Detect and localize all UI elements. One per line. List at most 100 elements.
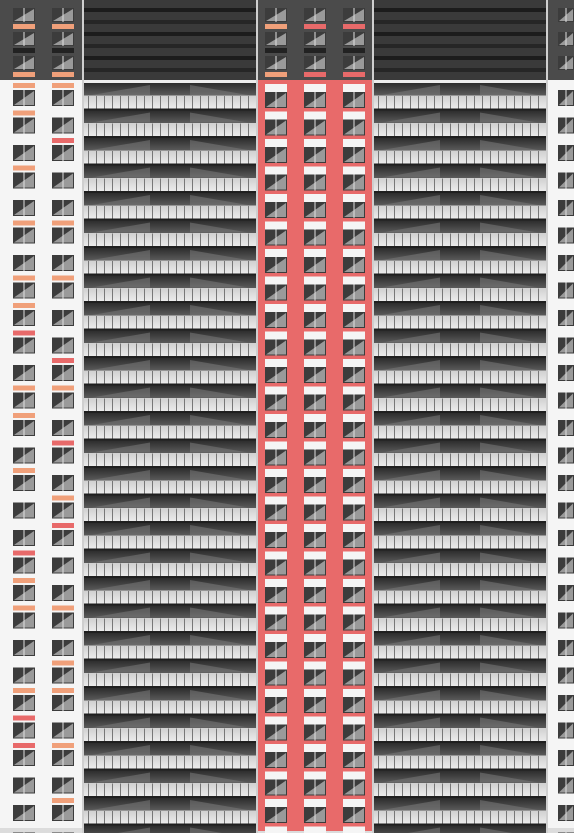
- mullion: [386, 646, 387, 659]
- mullion: [240, 646, 241, 659]
- mullion: [88, 178, 89, 191]
- mullion: [402, 618, 403, 631]
- core-white-gap: [304, 84, 326, 92]
- mullion: [466, 151, 467, 164]
- mullion: [112, 481, 113, 494]
- mullion: [160, 206, 161, 219]
- core-white-gap: [343, 716, 365, 725]
- floor-glass-band: [372, 220, 548, 248]
- mullion: [216, 508, 217, 521]
- core-white-gap: [304, 304, 326, 312]
- glass-reflection: [480, 772, 538, 783]
- window-mullion: [565, 722, 567, 739]
- mullion: [490, 178, 491, 191]
- mullion: [88, 343, 89, 356]
- glass-reflection: [92, 387, 150, 398]
- mullion: [490, 453, 491, 466]
- window-mullion: [62, 172, 64, 189]
- mullion: [418, 233, 419, 246]
- mullion: [482, 288, 483, 301]
- mullion: [184, 343, 185, 356]
- mullion: [394, 618, 395, 631]
- mullion: [216, 398, 217, 411]
- mullion: [120, 151, 121, 164]
- mullion: [394, 783, 395, 796]
- floor-slab: [372, 191, 548, 193]
- window-mullion: [565, 227, 567, 244]
- accent-sill: [13, 303, 35, 308]
- mullion: [498, 398, 499, 411]
- mullion: [160, 783, 161, 796]
- mullion: [386, 618, 387, 631]
- mullion: [112, 371, 113, 384]
- mullion: [434, 756, 435, 769]
- mullion: [394, 756, 395, 769]
- window-mullion: [275, 504, 277, 521]
- mullion: [224, 508, 225, 521]
- mullion: [418, 481, 419, 494]
- mullion: [506, 481, 507, 494]
- mullion: [386, 206, 387, 219]
- mullion: [426, 316, 427, 329]
- mullion: [442, 756, 443, 769]
- mullion: [112, 398, 113, 411]
- mullion: [418, 756, 419, 769]
- mullion: [88, 646, 89, 659]
- glass-reflection: [480, 222, 538, 233]
- mullion: [474, 343, 475, 356]
- mullion: [530, 233, 531, 246]
- glass-reflection: [382, 800, 440, 810]
- mullion: [386, 756, 387, 769]
- mullion: [490, 261, 491, 274]
- mullion: [458, 261, 459, 274]
- mullion: [522, 453, 523, 466]
- mullion: [426, 728, 427, 741]
- window-mullion: [565, 282, 567, 299]
- mullion: [168, 481, 169, 494]
- window-mullion: [353, 697, 355, 713]
- mullion: [474, 591, 475, 604]
- mullion: [104, 426, 105, 439]
- mullion: [402, 783, 403, 796]
- core-white-gap: [343, 414, 365, 422]
- glass-edge: [546, 0, 548, 833]
- mullion: [136, 233, 137, 246]
- window-mullion: [23, 392, 25, 409]
- mullion: [96, 398, 97, 411]
- glass-reflection: [190, 745, 248, 755]
- window-mullion: [565, 475, 567, 491]
- window-mullion: [314, 697, 316, 713]
- mullion: [216, 673, 217, 686]
- mullion: [232, 453, 233, 466]
- mullion: [394, 96, 395, 109]
- mullion: [176, 398, 177, 411]
- mullion: [482, 206, 483, 219]
- floor-slab: [82, 713, 258, 716]
- mullion: [474, 453, 475, 466]
- mullion: [240, 783, 241, 796]
- mullion: [120, 426, 121, 439]
- mullion: [104, 756, 105, 769]
- mullion: [538, 206, 539, 219]
- mullion: [482, 591, 483, 604]
- window-mullion: [62, 667, 64, 684]
- mullion: [136, 206, 137, 219]
- mullion: [232, 756, 233, 769]
- floor-glass-band: [82, 770, 258, 798]
- floor-glass-band: [372, 660, 548, 688]
- mullion: [466, 673, 467, 686]
- mullion: [208, 508, 209, 521]
- mullion: [144, 398, 145, 411]
- mullion: [426, 673, 427, 686]
- mullion: [466, 756, 467, 769]
- mullion: [232, 563, 233, 576]
- mullion: [434, 316, 435, 329]
- window-mullion: [314, 807, 316, 823]
- mullion: [248, 123, 249, 136]
- mullion: [232, 618, 233, 631]
- mullion: [128, 178, 129, 191]
- mullion: [88, 591, 89, 604]
- core-white-gap: [265, 84, 287, 92]
- mullion: [434, 673, 435, 686]
- mullion: [136, 646, 137, 659]
